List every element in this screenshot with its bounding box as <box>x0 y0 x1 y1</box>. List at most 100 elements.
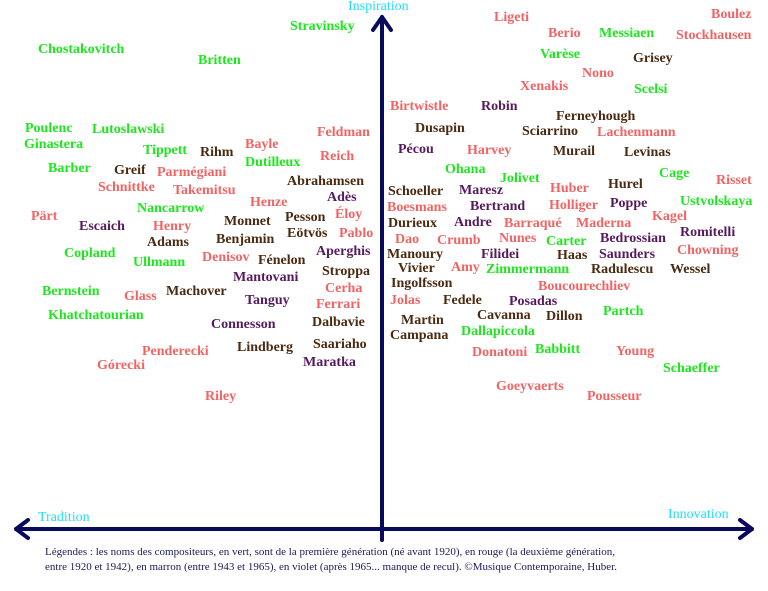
composer-name: Messiaen <box>599 26 655 41</box>
composer-name: Benjamin <box>216 232 275 247</box>
composer-name: Bertrand <box>470 199 526 214</box>
composer-name: Risset <box>716 173 752 188</box>
composer-name: Boesmans <box>387 200 447 215</box>
composer-name: Chostakovitch <box>38 42 125 57</box>
composer-name: Rihm <box>200 145 234 160</box>
composer-name: Henze <box>250 195 288 210</box>
composer-name: Khatchatourian <box>48 308 144 323</box>
composer-name: Dallapiccola <box>461 324 535 339</box>
legend-line-2: entre 1920 et 1942), en marron (entre 19… <box>45 561 617 573</box>
composer-name: Lachenmann <box>597 125 676 140</box>
composer-name: Penderecki <box>142 344 209 359</box>
composer-name: Lutoslawski <box>92 122 165 137</box>
composer-name: Tanguy <box>245 293 290 308</box>
composer-name: Adams <box>147 235 190 250</box>
composer-name: Wessel <box>670 262 711 277</box>
composer-name: Pesson <box>285 210 326 225</box>
composer-name: Copland <box>64 246 116 261</box>
arrow-right-icon <box>738 518 754 540</box>
legend: Légendes : les noms des compositeurs, en… <box>45 545 765 575</box>
composer-name: Amy <box>451 260 480 275</box>
composer-name: Donatoni <box>472 345 528 360</box>
composer-name: Feldman <box>317 125 370 140</box>
composer-name: Kagel <box>652 209 687 224</box>
composer-name: Nancarrow <box>137 201 205 216</box>
composer-name: Parmégiani <box>157 165 227 180</box>
composer-name: Aperghis <box>316 244 371 259</box>
composer-name: Connesson <box>211 317 276 332</box>
composer-name: Britten <box>198 53 241 68</box>
composer-name: Carter <box>546 234 587 249</box>
composer-name: Ferrari <box>316 297 361 312</box>
composer-name: Holliger <box>549 198 598 213</box>
composer-name: Romitelli <box>680 225 736 240</box>
composer-name: Poppe <box>610 196 648 211</box>
composer-name: Scelsi <box>634 82 668 97</box>
composer-name: Ingolfsson <box>391 276 453 291</box>
legend-line-1: Légendes : les noms des compositeurs, en… <box>45 546 615 558</box>
composer-name: Dao <box>395 232 420 247</box>
axis-label-tradition: Tradition <box>38 510 90 525</box>
composer-name: Dusapin <box>415 121 465 136</box>
composer-name: Barber <box>48 161 91 176</box>
composer-name: Glass <box>124 289 157 304</box>
composer-name: Levinas <box>624 145 671 160</box>
composer-name: Henry <box>153 219 192 234</box>
composer-name: Pärt <box>31 209 58 224</box>
composer-name: Reich <box>320 149 355 164</box>
composer-name: Nunes <box>499 231 537 246</box>
composer-name: Jolas <box>390 293 421 308</box>
axis-label-inspiration: Inspiration <box>348 0 409 14</box>
composer-name: Tippett <box>143 143 188 158</box>
arrow-left-icon <box>14 518 30 540</box>
composer-name: Harvey <box>467 143 512 158</box>
composer-name: Takemitsu <box>173 183 236 198</box>
composer-name: Murail <box>553 144 595 159</box>
composer-name: Vivier <box>398 261 435 276</box>
composer-name: Schaeffer <box>663 361 720 376</box>
composer-name: Manoury <box>387 247 443 262</box>
composer-name: Bernstein <box>42 284 100 299</box>
composer-name: Denisov <box>202 250 250 265</box>
composer-name: Andre <box>454 215 492 230</box>
composer-name: Ligeti <box>494 10 529 25</box>
composer-name: Maratka <box>303 355 356 370</box>
composer-name: Babbitt <box>535 342 581 357</box>
composer-name: Boulez <box>711 7 752 22</box>
composer-name: Filidei <box>481 247 520 262</box>
composer-name: Martin <box>401 313 444 328</box>
composer-name: Goeyvaerts <box>496 379 564 394</box>
composer-name: Machover <box>166 284 227 299</box>
composer-name: Hurel <box>608 177 643 192</box>
composer-name: Riley <box>205 389 237 404</box>
composer-name: Poulenc <box>25 121 73 136</box>
composer-name: Górecki <box>97 358 145 373</box>
composer-name: Zimmermann <box>486 262 570 277</box>
composer-name: Maderna <box>576 216 632 231</box>
composer-name: Boucourechliev <box>538 279 631 294</box>
composer-name: Xenakis <box>520 79 569 94</box>
composer-name: Ferneyhough <box>556 109 636 124</box>
composer-name: Posadas <box>509 294 558 309</box>
composer-name: Stravinsky <box>290 19 355 34</box>
composer-name: Adès <box>327 190 357 205</box>
composer-name: Greif <box>114 163 146 178</box>
composer-name: Eötvös <box>287 226 328 241</box>
composer-name: Pousseur <box>587 389 642 404</box>
composer-name: Radulescu <box>591 262 654 277</box>
composer-name: Bedrossian <box>600 231 666 246</box>
composer-name: Mantovani <box>233 270 299 285</box>
composer-name: Stockhausen <box>676 28 752 43</box>
composer-name: Cavanna <box>477 308 531 323</box>
composer-name: Robin <box>481 99 518 114</box>
composer-name: Chowning <box>677 243 739 258</box>
composer-name: Dalbavie <box>312 315 365 330</box>
composer-name: Berio <box>548 26 581 41</box>
composer-name: Varèse <box>540 47 580 62</box>
composer-name: Sciarrino <box>522 124 578 139</box>
composer-name: Monnet <box>224 214 271 229</box>
composer-name: Nono <box>582 66 614 81</box>
composer-name: Stroppa <box>322 264 370 279</box>
